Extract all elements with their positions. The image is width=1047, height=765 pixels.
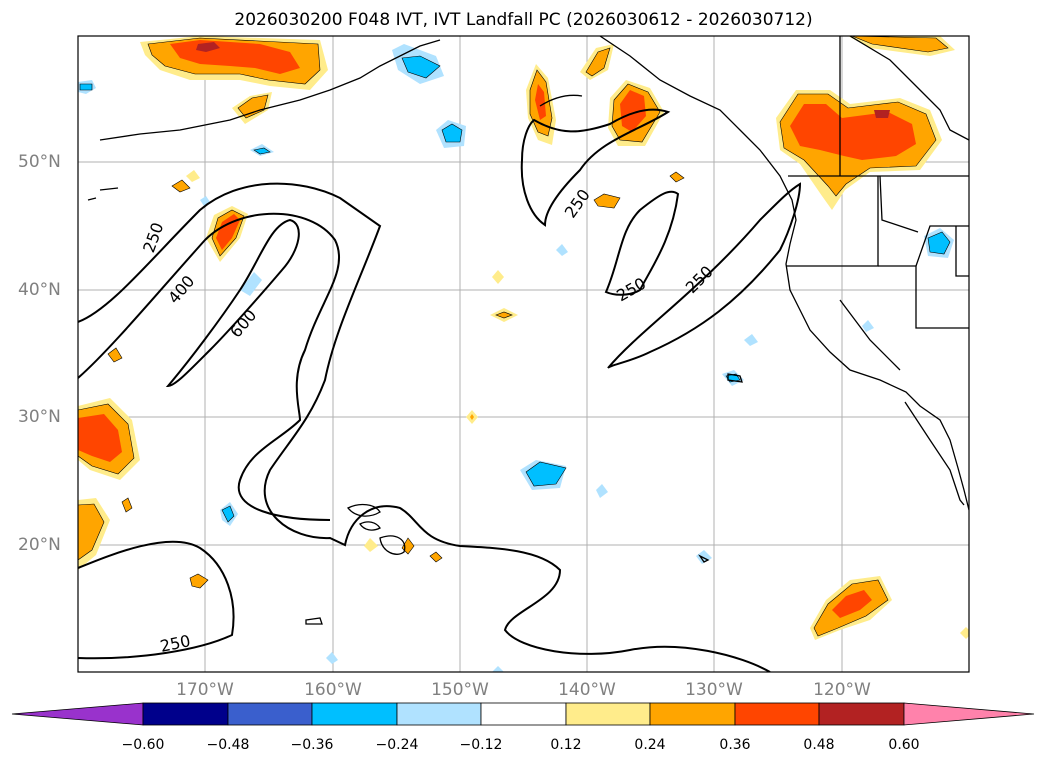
- colorbar-tick: 0.12: [550, 737, 582, 753]
- colorbar-bin: [396, 702, 482, 726]
- ivt-contours: [78, 108, 802, 672]
- lat-label-20n: 20°N: [18, 535, 61, 555]
- colorbar-extend-low: [11, 702, 144, 726]
- coastlines: [87, 36, 969, 625]
- lat-label-50n: 50°N: [18, 152, 61, 172]
- lon-label-170w: 170°W: [176, 680, 234, 700]
- colorbar-tick: −0.12: [459, 737, 503, 753]
- lat-label-40n: 40°N: [18, 280, 61, 300]
- colorbar-bin: [311, 702, 398, 726]
- lon-label-150w: 150°W: [431, 680, 489, 700]
- colorbar-bin: [565, 702, 651, 726]
- colorbar-tick: −0.60: [121, 737, 165, 753]
- lat-label-30n: 30°N: [18, 407, 61, 427]
- contour-250-east1: [604, 190, 680, 296]
- contour-600: [165, 218, 300, 388]
- colorbar-extend-high: [903, 702, 1035, 726]
- contour-250-lower: [78, 540, 235, 660]
- colorbar-tick: −0.36: [290, 737, 334, 753]
- colorbar-tick: 0.60: [888, 737, 920, 753]
- lon-label-120w: 120°W: [813, 680, 871, 700]
- map-frame: [77, 35, 970, 673]
- contour-400: [78, 212, 341, 521]
- map-title: 2026030200 F048 IVT, IVT Landfall PC (20…: [234, 10, 813, 30]
- colorbar-bin: [142, 702, 229, 726]
- colorbar-tick: −0.24: [375, 737, 419, 753]
- colorbar-bin: [818, 702, 905, 726]
- positive-pc-regions: [78, 36, 969, 640]
- contour-250-main: [78, 182, 771, 672]
- colorbar-tick: 0.24: [634, 737, 666, 753]
- lon-label-160w: 160°W: [304, 680, 362, 700]
- colorbar-tick: 0.48: [803, 737, 835, 753]
- lon-label-130w: 130°W: [685, 680, 743, 700]
- contour-250-gulf: [520, 108, 671, 227]
- lon-label-140w: 140°W: [558, 680, 616, 700]
- colorbar-bin: [734, 702, 820, 726]
- colorbar-bin: [227, 702, 313, 726]
- contour-250-east2: [607, 182, 802, 369]
- colorbar-bin: [480, 702, 567, 726]
- colorbar: [11, 702, 1035, 726]
- colorbar-tick: 0.36: [719, 737, 751, 753]
- colorbar-tick: −0.48: [206, 737, 250, 753]
- colorbar-bin: [649, 702, 736, 726]
